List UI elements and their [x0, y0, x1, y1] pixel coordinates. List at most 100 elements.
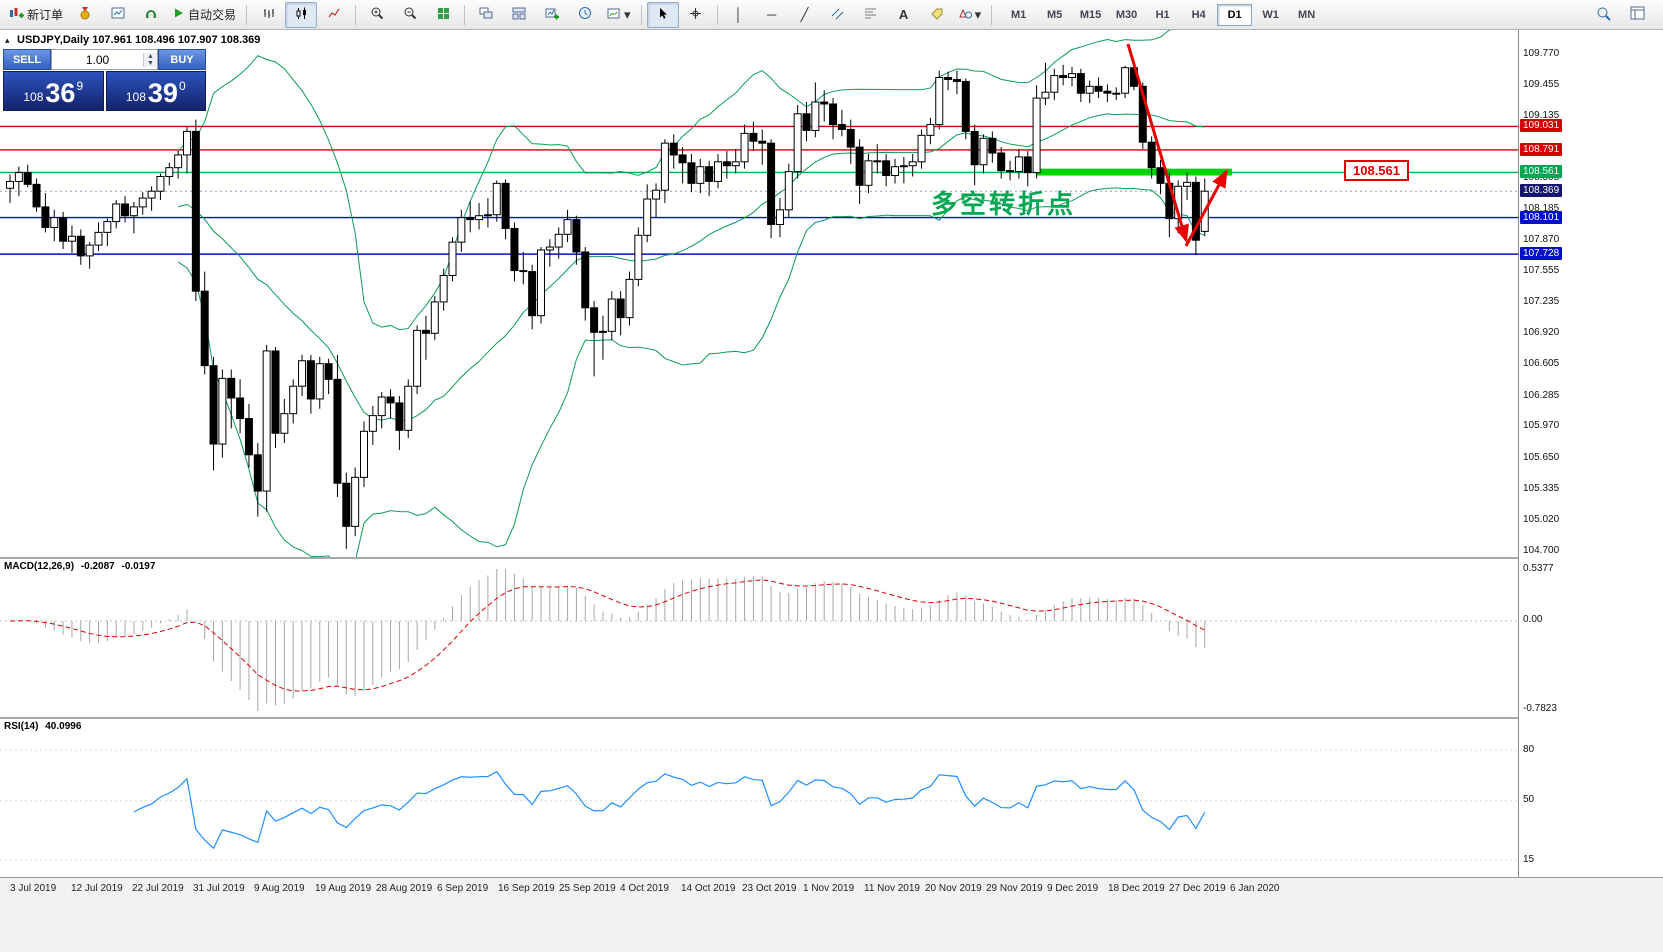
macd-scale-label: -0.7823 — [1523, 703, 1557, 714]
toolbar-separator — [246, 4, 248, 25]
subwindow-expand-icon[interactable]: ▴ — [5, 35, 10, 45]
panel-divider[interactable] — [0, 557, 1663, 559]
timeframe-button-d1[interactable]: D1 — [1217, 3, 1253, 26]
channel-button[interactable] — [822, 2, 854, 28]
zoom-in-icon — [370, 6, 384, 23]
text-button[interactable]: A — [888, 2, 920, 28]
medal-button[interactable] — [69, 2, 101, 28]
channel-icon — [831, 7, 844, 23]
price-line-label-red: 109.031 — [1520, 119, 1563, 133]
date-label: 11 Nov 2019 — [864, 883, 920, 894]
tile-windows-button[interactable] — [503, 2, 535, 28]
date-label: 31 Jul 2019 — [193, 883, 245, 894]
date-axis[interactable]: 3 Jul 2019 12 Jul 2019 22 Jul 2019 31 Jul 2… — [0, 877, 1663, 952]
shapes-icon — [958, 7, 972, 22]
new-order-button[interactable]: 新订单 — [4, 2, 68, 28]
volume-value[interactable]: 1.00 — [85, 52, 110, 67]
timeframe-button-h1[interactable]: H1 — [1155, 8, 1170, 21]
toolbar-right-group — [1587, 2, 1659, 28]
auto-arrange-button[interactable] — [427, 2, 459, 28]
label-button[interactable] — [921, 2, 953, 28]
macd-panel-canvas[interactable] — [0, 559, 1518, 717]
timeframe-button-m15[interactable]: M15 — [1079, 8, 1102, 21]
sell-button[interactable]: SELL — [3, 49, 51, 70]
cascade-windows-button[interactable] — [470, 2, 502, 28]
period-converter-button[interactable] — [569, 2, 601, 28]
chart-annotation-text[interactable]: 多空转折点 — [931, 189, 1077, 219]
date-label: 23 Oct 2019 — [742, 883, 797, 894]
panels-button[interactable] — [1621, 2, 1653, 28]
vertical-line-button[interactable]: │ — [723, 2, 755, 28]
new-chart-icon — [545, 7, 560, 23]
price-tick-label: 107.870 — [1523, 234, 1560, 246]
shapes-button[interactable]: ▾ — [954, 2, 987, 28]
rsi-scale-label: 15 — [1523, 854, 1535, 865]
timeframe-button-w1[interactable]: W1 — [1262, 8, 1279, 21]
trendline-button[interactable]: ╱ — [789, 2, 821, 28]
date-label: 14 Oct 2019 — [681, 883, 736, 894]
price-axis[interactable]: 109.770109.455109.135108.505108.185107.8… — [1518, 30, 1663, 877]
charts-button[interactable] — [102, 2, 134, 28]
rsi-panel-canvas[interactable] — [0, 719, 1518, 877]
buy-button[interactable]: BUY — [158, 49, 206, 70]
line-chart-icon — [328, 7, 341, 23]
sell-price-panel[interactable]: 108 36 9 — [3, 71, 104, 111]
date-label: 27 Dec 2019 — [1169, 883, 1226, 894]
rsi-name: RSI(14) — [4, 721, 39, 732]
new-chart-button[interactable] — [536, 2, 568, 28]
date-label: 20 Nov 2019 — [925, 883, 982, 894]
crosshair-icon — [689, 7, 702, 23]
cursor-button[interactable] — [646, 1, 679, 28]
search-button[interactable] — [1587, 2, 1619, 28]
zoom-out-button[interactable] — [394, 2, 426, 28]
timeframe-button-h4[interactable]: H4 — [1191, 8, 1206, 21]
volume-field[interactable]: 1.00 ▲ ▼ — [51, 49, 158, 70]
tile-windows-icon — [512, 7, 526, 23]
line-chart-button[interactable] — [318, 2, 350, 28]
volume-decrease-button[interactable]: ▼ — [144, 59, 157, 67]
macd-indicator-label: MACD(12,26,9) -0.2087 -0.0197 — [4, 561, 159, 572]
indicator-icon — [607, 7, 621, 23]
horizontal-line-button[interactable]: ─ — [756, 2, 788, 28]
timeframe-button-m5[interactable]: M5 — [1046, 8, 1063, 21]
date-label: 18 Dec 2019 — [1108, 883, 1165, 894]
support-button[interactable] — [135, 2, 167, 28]
buy-price-panel[interactable]: 108 39 0 — [105, 71, 206, 111]
price-line-label-current: 108.369 — [1520, 184, 1563, 198]
timeframe-button-m30[interactable]: M30 — [1115, 8, 1138, 21]
rsi-scale-label: 80 — [1523, 744, 1535, 755]
timeframe-group: M1 M5 M15 M30 H1 H4 D1 W1 MN — [1001, 3, 1324, 26]
volume-increase-button[interactable]: ▲ — [144, 52, 157, 60]
date-label: 4 Oct 2019 — [620, 883, 669, 894]
indicators-button[interactable]: ▾ — [602, 2, 636, 28]
macd-name: MACD(12,26,9) — [4, 561, 75, 572]
price-tick-label: 105.335 — [1523, 482, 1560, 494]
fibonacci-icon — [864, 7, 877, 23]
bar-chart-icon — [262, 7, 275, 23]
price-tick-label: 106.605 — [1523, 358, 1560, 370]
bar-chart-button[interactable] — [252, 2, 284, 28]
date-label: 1 Nov 2019 — [803, 883, 855, 894]
candlestick-chart-button[interactable] — [285, 1, 318, 28]
crosshair-button[interactable] — [680, 2, 712, 28]
toolbar-separator — [464, 4, 466, 25]
macd-scale-label: 0.00 — [1523, 614, 1543, 625]
order-prices-row: 108 36 9 108 39 0 — [3, 71, 206, 111]
price-tag-box[interactable]: 108.561 — [1344, 160, 1409, 181]
price-tick-label: 106.920 — [1523, 327, 1560, 339]
panel-divider[interactable] — [0, 717, 1663, 719]
buy-price-prefix: 108 — [125, 90, 146, 104]
autotrading-button[interactable]: 自动交易 — [168, 2, 241, 28]
timeframe-button-m1[interactable]: M1 — [1010, 8, 1027, 21]
one-click-trading-panel: SELL 1.00 ▲ ▼ BUY 108 36 9 108 39 0 — [3, 49, 206, 111]
trendline-icon: ╱ — [800, 7, 809, 22]
zoom-in-button[interactable] — [361, 2, 393, 28]
rsi-value: 40.0996 — [45, 721, 82, 732]
date-label: 19 Aug 2019 — [315, 883, 372, 894]
main-chart-canvas[interactable] — [0, 30, 1518, 557]
date-label: 9 Aug 2019 — [254, 883, 305, 894]
rsi-scale-label: 50 — [1523, 794, 1535, 805]
timeframe-button-mn[interactable]: MN — [1298, 8, 1316, 21]
fibonacci-button[interactable] — [855, 2, 887, 28]
medal-icon — [78, 6, 92, 23]
